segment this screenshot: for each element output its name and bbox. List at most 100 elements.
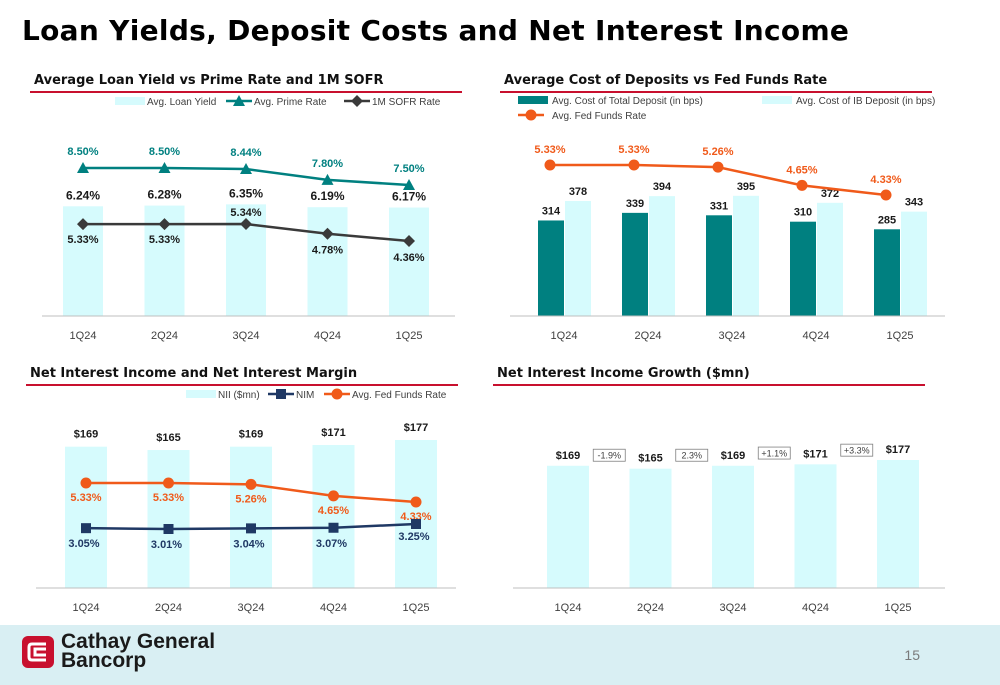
fed-funds-label: 5.33% [534,144,565,156]
sofr-rate-label: 4.36% [393,252,424,264]
fed-funds-label: 5.33% [618,144,649,156]
x-tick-label: 1Q24 [551,330,578,342]
fed-funds-label: 4.65% [318,505,349,517]
nim-label: 3.07% [316,538,347,550]
bar-value-label: 310 [794,207,812,219]
legend-swatch-fed-funds-marker [525,109,537,121]
nim-label: 3.01% [151,539,182,551]
bar-nii-growth [794,464,837,588]
bar-value-label: 314 [542,205,561,217]
x-tick-label: 2Q24 [637,602,664,614]
point-fed-funds-rate [245,478,257,490]
title-divider [26,384,458,386]
bar-total-deposit-cost [706,215,732,316]
nim-label: 3.05% [68,538,99,550]
bar-value-label: 343 [905,197,923,209]
title-divider [493,384,925,386]
point-nim [163,524,174,534]
chart-title: Net Interest Income and Net Interest Mar… [30,366,358,381]
x-tick-label: 1Q25 [885,602,912,614]
bar-ib-deposit-cost [565,201,591,316]
bar-value-label: 6.17% [392,190,426,204]
bar-nii-growth [629,468,672,588]
point-fed-funds-rate [628,159,640,171]
brand-line-1: Cathay General [61,630,216,653]
legend-swatch-nii [186,390,216,398]
x-tick-label: 2Q24 [635,330,662,342]
prime-rate-label: 8.50% [67,146,98,158]
chart-title: Net Interest Income Growth ($mn) [497,366,750,381]
bar-value-label: 394 [653,181,672,193]
bar-value-label: $171 [321,427,345,439]
nii-nim-chart-panel: Net Interest Income and Net Interest Mar… [26,366,458,641]
legend-label: NIM [296,390,314,401]
fed-funds-label: 5.33% [70,492,101,504]
fed-funds-label: 4.65% [786,164,817,176]
bar-nii [147,450,190,588]
point-sofr-rate [77,218,89,231]
bar-value-label: $165 [638,453,662,465]
point-fed-funds-rate [796,179,808,191]
x-tick-label: 3Q24 [719,330,746,342]
bar-value-label: $171 [803,448,827,460]
bar-value-label: 331 [710,200,728,212]
bar-value-label: 339 [626,198,644,210]
prime-rate-label: 7.50% [393,163,424,175]
sofr-rate-label: 4.78% [312,245,343,257]
point-sofr-rate [158,218,171,231]
sofr-rate-label: 5.33% [149,234,180,246]
point-prime-rate [321,173,334,185]
page-number: 15 [904,647,920,663]
x-tick-label: 2Q24 [155,602,182,614]
bar-nii-growth [712,465,754,588]
prime-rate-label: 7.80% [312,158,343,170]
bar-value-label: $169 [74,429,98,441]
legend-label: Avg. Cost of Total Deposit (in bps) [552,96,703,107]
brand-name: Cathay General Bancorp [61,630,216,672]
x-tick-label: 2Q24 [151,330,178,342]
title-divider [30,91,462,93]
bar-nii [312,445,355,588]
point-prime-rate [403,179,415,190]
bar-total-deposit-cost [790,221,816,316]
prime-rate-label: 8.50% [149,146,180,158]
legend-swatch-nim-marker [276,389,286,399]
point-fed-funds-rate [80,477,92,489]
x-tick-label: 1Q24 [555,602,582,614]
bar-value-label: 395 [737,181,755,193]
fed-funds-label: 5.26% [702,146,733,158]
bar-value-label: 6.35% [229,186,263,200]
bar-value-label: 372 [821,188,839,200]
bar-nii [230,446,272,588]
legend-swatch-loan-yield [115,97,145,105]
point-fed-funds-rate [328,490,339,502]
deposit-cost-chart-panel: Average Cost of Deposits vs Fed Funds Ra… [500,73,945,348]
sofr-rate-label: 5.33% [67,234,98,246]
bar-nii [65,446,107,588]
x-tick-label: 1Q25 [403,602,430,614]
x-tick-label: 3Q24 [233,330,260,342]
brand-line-2: Bancorp [61,649,147,672]
x-tick-label: 3Q24 [238,602,265,614]
legend-label: NII ($mn) [218,390,260,401]
bar-total-deposit-cost [538,220,564,316]
chart-title: Average Loan Yield vs Prime Rate and 1M … [34,73,384,88]
nii-nim-chart: NII ($mn) NIM Avg. Fed Funds Rate $169 $165 $… [36,388,456,614]
fed-funds-label: 4.33% [400,511,431,523]
bar-loan-yield [307,207,348,316]
point-fed-funds-rate [410,496,422,508]
bar-value-label: $169 [239,429,263,441]
bar-value-label: $169 [721,450,745,462]
growth-badge [592,448,626,462]
bar-loan-yield [389,207,429,316]
point-fed-funds-rate [880,189,892,201]
chart-title: Average Cost of Deposits vs Fed Funds Ra… [504,73,828,88]
bar-value-label: 6.19% [310,189,344,203]
point-prime-rate [158,162,171,173]
growth-badge [757,446,791,460]
nii-growth-chart: $169 $165 $169 $171 $177 -1.9% 2.3% +1.1% +3.3% 1… [513,443,945,614]
growth-label: +1.1% [761,449,787,459]
bar-ib-deposit-cost [733,195,759,316]
x-tick-label: 1Q25 [887,330,914,342]
bar-value-label: 6.24% [66,188,100,202]
